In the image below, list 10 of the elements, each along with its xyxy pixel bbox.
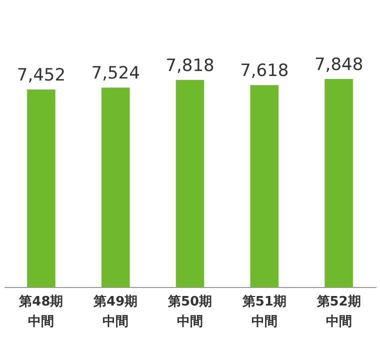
x-tick-label: 第51期中間 bbox=[241, 294, 286, 330]
data-label: 7,818 bbox=[166, 56, 214, 76]
x-tick-label: 第52期中間 bbox=[316, 294, 361, 330]
data-label: 7,524 bbox=[91, 64, 140, 84]
x-tick-label: 第50期中間 bbox=[166, 294, 212, 330]
data-label: 7,848 bbox=[314, 55, 364, 76]
data-label: 7,618 bbox=[240, 61, 289, 82]
x-tick-label: 第48期中間 bbox=[18, 294, 64, 330]
x-tick-label: 第49期中間 bbox=[92, 294, 138, 330]
data-label: 7,452 bbox=[16, 66, 66, 86]
